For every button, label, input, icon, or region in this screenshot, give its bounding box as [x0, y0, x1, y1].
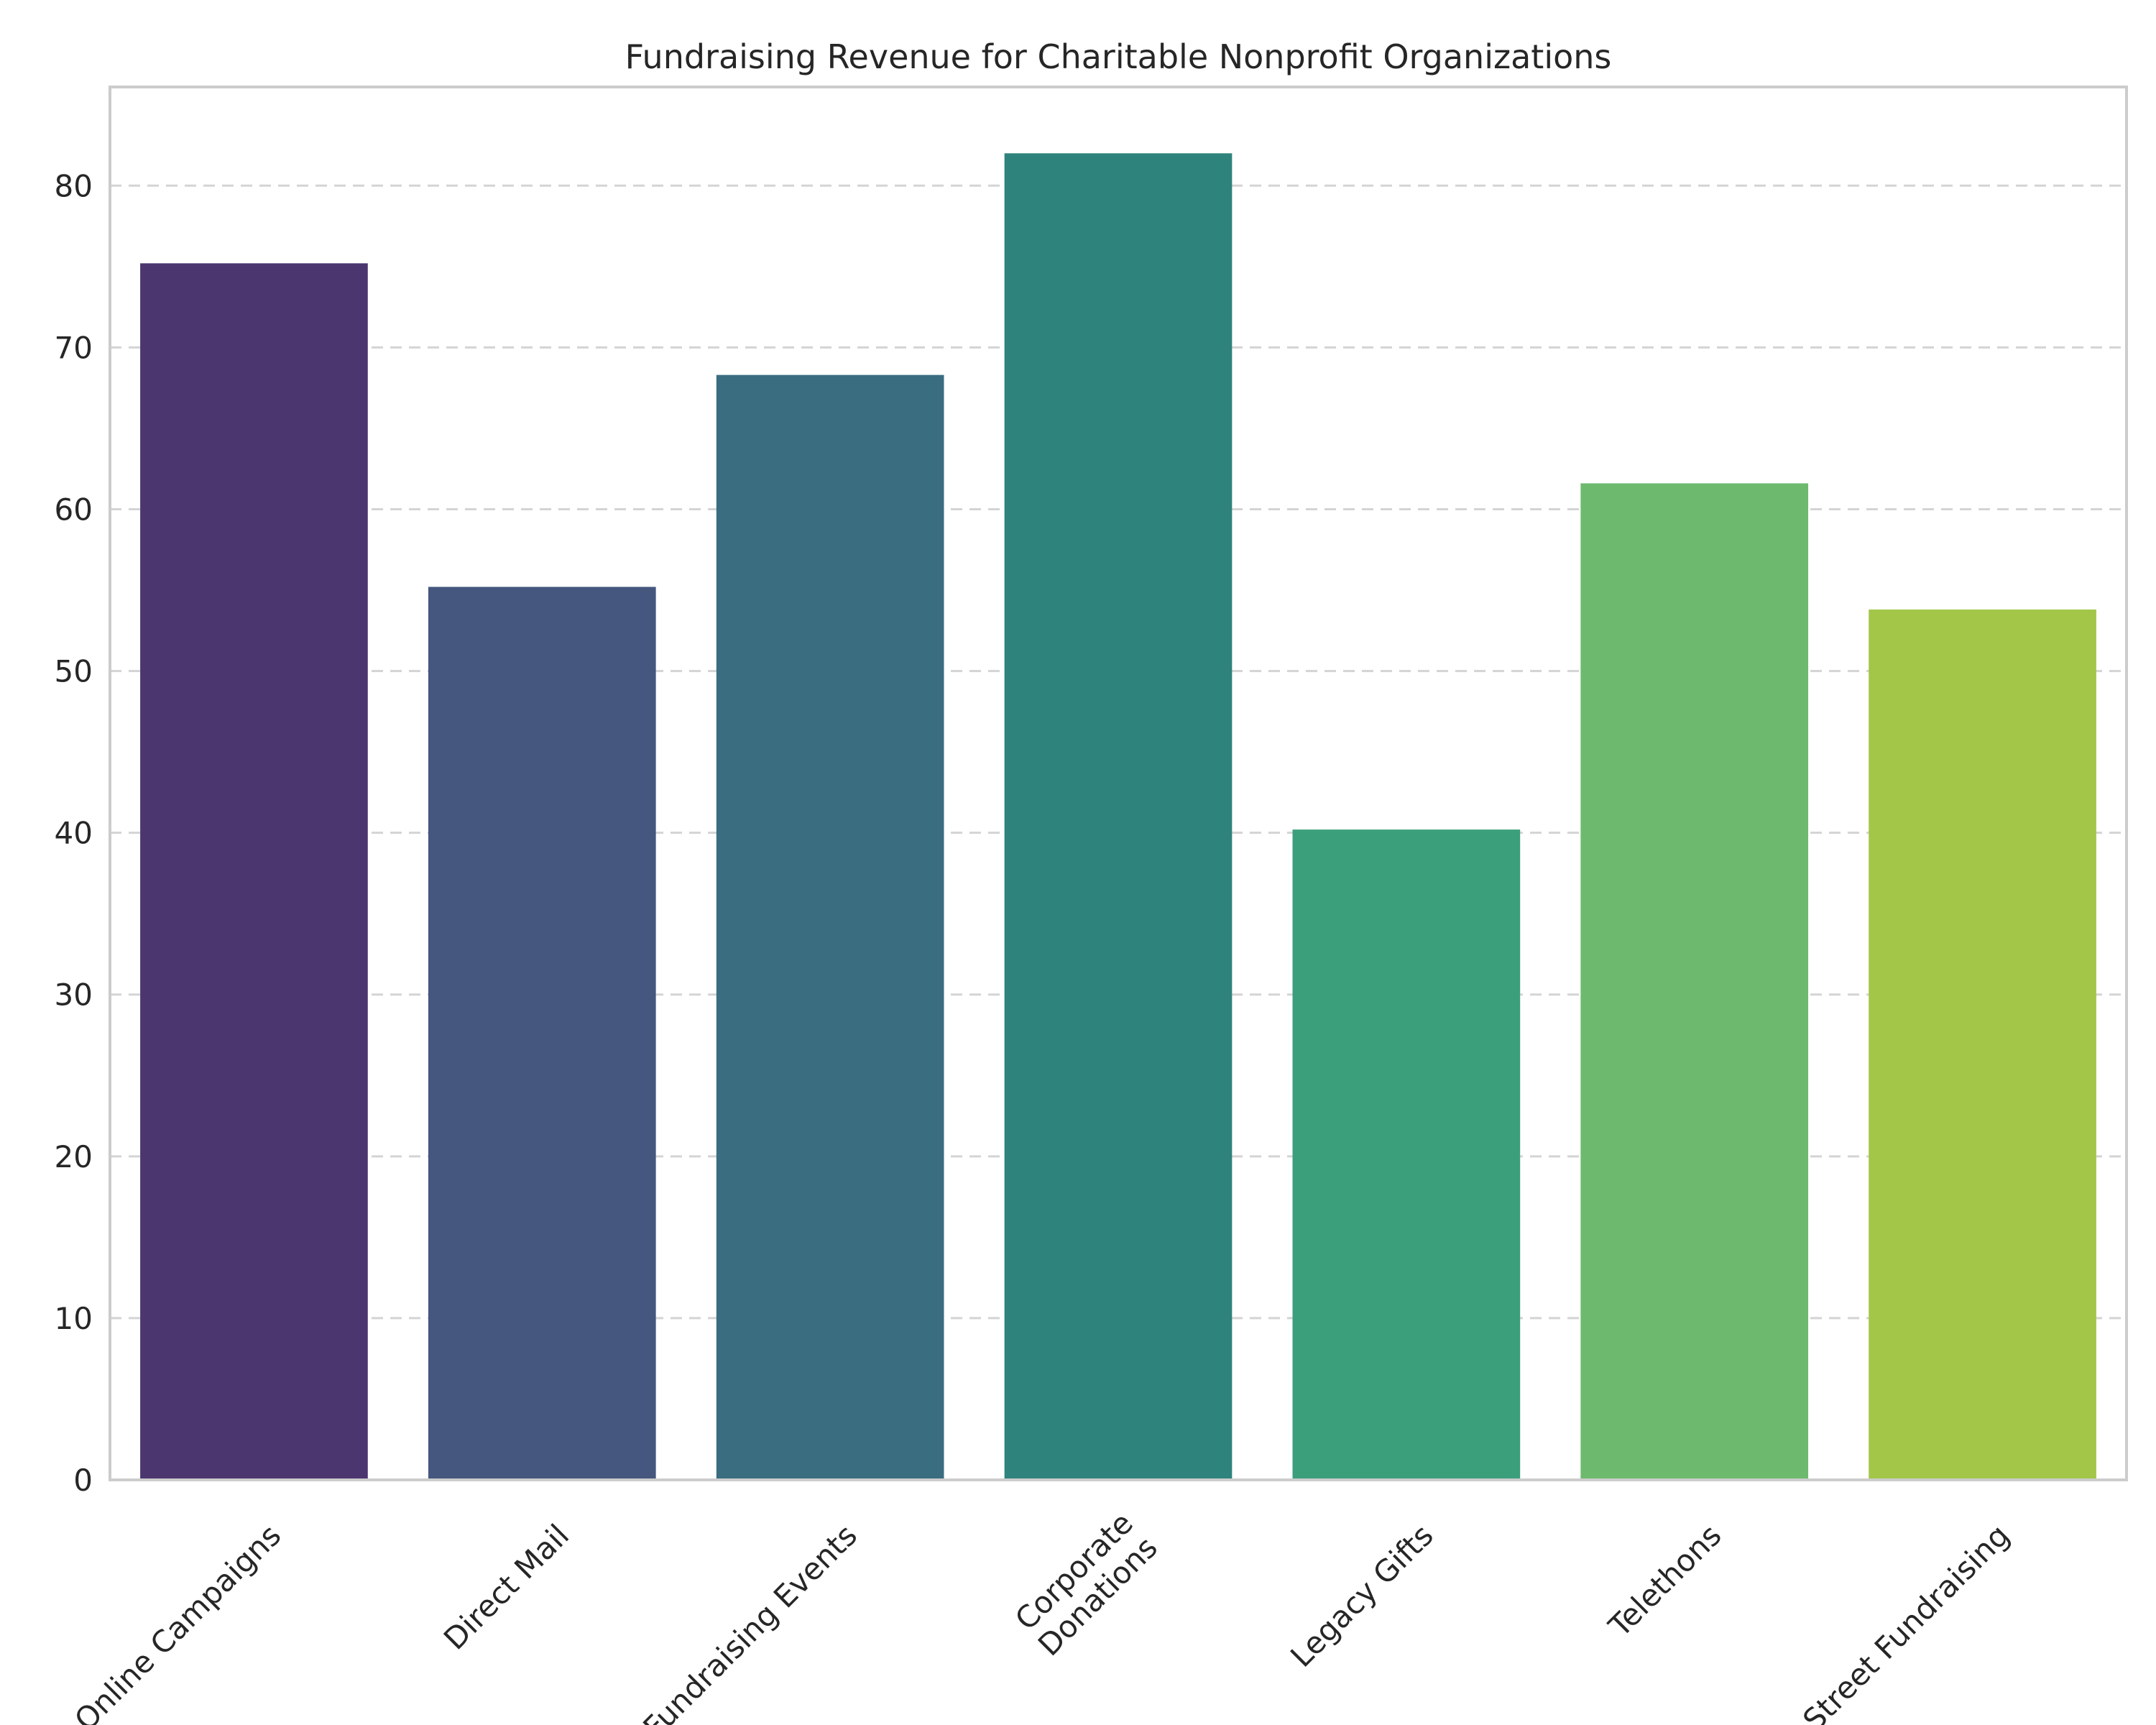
y-tick-label: 60 — [55, 492, 93, 527]
bar — [428, 586, 656, 1480]
x-tick-label: Fundraising Events — [636, 1517, 864, 1725]
y-tick-label: 80 — [55, 168, 93, 203]
y-tick-label: 70 — [55, 330, 93, 365]
y-tick-label: 20 — [55, 1139, 93, 1174]
y-tick-label: 10 — [55, 1301, 93, 1336]
x-tick-label: Online Campaigns — [68, 1517, 287, 1725]
x-tick-label: Telethons — [1602, 1517, 1728, 1644]
bar — [140, 263, 368, 1480]
x-tick-label: Legacy Gifts — [1284, 1517, 1440, 1674]
y-tick-label: 30 — [55, 978, 93, 1013]
bars — [140, 153, 2096, 1481]
bar — [716, 374, 944, 1480]
x-axis-labels: Online Campaigns Direct Mail Fundraising E… — [68, 1505, 2016, 1725]
chart-title: Fundraising Revenue for Charitable Nonpr… — [625, 37, 1612, 76]
x-tick-label: CorporateDonations — [1007, 1505, 1164, 1662]
bar — [1004, 153, 1233, 1480]
bar — [1869, 610, 2096, 1480]
y-tick-label: 50 — [55, 654, 93, 689]
bar — [1580, 483, 1809, 1481]
y-tick-label: 0 — [73, 1463, 93, 1498]
y-tick-label: 40 — [55, 816, 93, 851]
axes-frame — [109, 86, 2128, 1481]
bar — [1292, 829, 1521, 1480]
x-tick-label: Street Fundraising — [1796, 1517, 2016, 1725]
x-tick-label: Direct Mail — [437, 1517, 576, 1656]
y-axis-ticks: 0 10 20 30 40 50 60 70 80 — [55, 168, 93, 1498]
